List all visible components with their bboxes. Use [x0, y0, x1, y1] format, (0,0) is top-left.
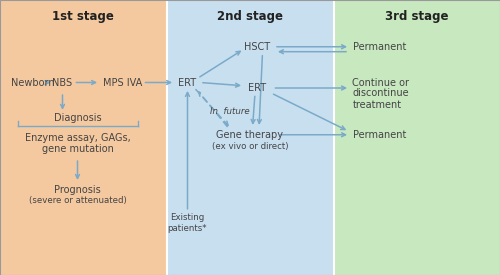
Text: patients*: patients*	[168, 224, 207, 233]
Text: Continue or: Continue or	[352, 78, 410, 87]
Text: Newborn: Newborn	[11, 78, 54, 87]
Bar	[166, 0, 334, 275]
Text: ERT: ERT	[248, 83, 266, 93]
Text: Permanent: Permanent	[352, 42, 406, 52]
Text: In  future: In future	[210, 107, 250, 116]
Text: ERT: ERT	[178, 78, 196, 87]
Text: HSCT: HSCT	[244, 42, 270, 52]
Text: Diagnosis: Diagnosis	[54, 113, 102, 123]
Text: 2nd stage: 2nd stage	[217, 10, 283, 23]
Text: treatment: treatment	[352, 100, 402, 109]
Text: (severe or attenuated): (severe or attenuated)	[28, 196, 126, 205]
Text: (ex vivo or direct): (ex vivo or direct)	[212, 142, 288, 151]
Bar	[0, 0, 166, 275]
Text: Prognosis: Prognosis	[54, 185, 101, 195]
Text: MPS IVA: MPS IVA	[103, 78, 142, 87]
Text: NBS: NBS	[52, 78, 72, 87]
Text: 3rd stage: 3rd stage	[385, 10, 448, 23]
Text: Enzyme assay, GAGs,: Enzyme assay, GAGs,	[24, 133, 130, 143]
Text: discontinue: discontinue	[352, 89, 409, 98]
Text: Permanent: Permanent	[352, 130, 406, 140]
Text: Existing: Existing	[170, 213, 204, 222]
Text: Gene therapy: Gene therapy	[216, 130, 284, 140]
Bar	[334, 0, 500, 275]
Text: gene mutation: gene mutation	[42, 144, 114, 153]
Text: 1st stage: 1st stage	[52, 10, 114, 23]
